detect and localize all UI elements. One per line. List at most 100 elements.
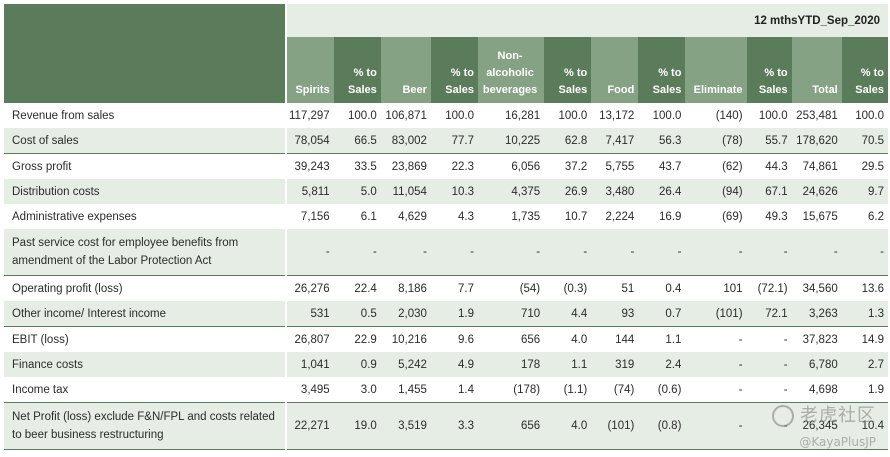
table-cell: 7,156 bbox=[300, 210, 330, 223]
table-cell: 4.3 bbox=[458, 210, 474, 223]
table-cell: 100.0 bbox=[348, 109, 377, 122]
column-header-2: Beer bbox=[380, 37, 431, 103]
table-cell: 19.0 bbox=[333, 402, 381, 450]
table-row: Past service cost for employee benefits … bbox=[4, 229, 888, 276]
column-header-9: % to Sales bbox=[746, 37, 792, 103]
table-cell: 656 bbox=[478, 402, 545, 450]
table-cell: 5,242 bbox=[380, 352, 431, 377]
table-cell: 144 bbox=[591, 326, 639, 352]
table-cell: (69) bbox=[722, 210, 743, 223]
table-cell: 77.7 bbox=[430, 128, 478, 154]
table-row: Cost of sales 78,054 66.5 83,002 77.7 10,225 6… bbox=[4, 128, 888, 154]
table-cell: - bbox=[685, 326, 747, 352]
table-cell: 3,495 bbox=[300, 383, 330, 396]
table-cell: 51 bbox=[591, 275, 639, 301]
table-cell: 5,811 bbox=[286, 179, 334, 204]
table-cell: 49.3 bbox=[765, 210, 788, 223]
table-cell: 0.5 bbox=[333, 301, 381, 327]
table-cell: - bbox=[685, 352, 747, 377]
column-header-8: Eliminate bbox=[685, 37, 747, 103]
table-cell: 0.7 bbox=[638, 301, 686, 327]
table-cell: 22,271 bbox=[286, 402, 334, 450]
table-cell: 11,054 bbox=[380, 179, 431, 204]
table-cell: 3,519 bbox=[380, 402, 431, 450]
table-cell: - bbox=[783, 383, 788, 396]
table-cell: - bbox=[685, 229, 747, 276]
row-label: Distribution costs bbox=[4, 179, 285, 204]
table-cell: 106,871 bbox=[385, 109, 427, 122]
table-cell: (78) bbox=[685, 128, 747, 154]
table-row: Distribution costs 5,811 5.0 11,054 10.3 4,37… bbox=[4, 179, 888, 204]
table-cell: 0.9 bbox=[333, 352, 381, 377]
row-label: Past service cost for employee benefits … bbox=[4, 229, 285, 276]
table-cell: - bbox=[746, 352, 792, 377]
table-cell: 319 bbox=[591, 352, 639, 377]
table-cell: (0.6) bbox=[657, 383, 682, 396]
table-cell: 100.0 bbox=[855, 109, 884, 122]
table-row: Operating profit (loss) 26,276 22.4 8,186 7.… bbox=[4, 275, 888, 301]
table-cell: 39,243 bbox=[286, 153, 334, 179]
table-cell: (72.1) bbox=[746, 275, 792, 301]
table-cell: 3,480 bbox=[591, 179, 639, 204]
table-cell: 5.0 bbox=[333, 179, 381, 204]
table-cell: 100.0 bbox=[652, 109, 682, 122]
table-cell: 26,807 bbox=[286, 326, 334, 352]
table-cell: 70.5 bbox=[841, 128, 888, 154]
table-cell: (0.8) bbox=[638, 402, 686, 450]
table-cell: 9.6 bbox=[430, 326, 478, 352]
table-cell: 93 bbox=[591, 301, 639, 327]
table-cell: 66.5 bbox=[333, 128, 381, 154]
table-cell: 44.3 bbox=[746, 153, 792, 179]
table-cell: 178,620 bbox=[791, 128, 842, 154]
column-header-1: % to Sales bbox=[333, 37, 381, 103]
table-cell: - bbox=[591, 229, 639, 276]
table-cell: - bbox=[746, 402, 792, 450]
table-cell: - bbox=[544, 229, 592, 276]
table-cell: 2,224 bbox=[605, 210, 635, 223]
table-cell: - bbox=[841, 229, 888, 276]
table-cell: (101) bbox=[591, 402, 639, 450]
table-cell: (94) bbox=[685, 179, 747, 204]
table-cell: 178 bbox=[478, 352, 545, 377]
table-body: Revenue from sales 117,297 100.0 106,871 100… bbox=[4, 103, 888, 450]
table-cell: 67.1 bbox=[746, 179, 792, 204]
table-cell: 1,041 bbox=[286, 352, 334, 377]
table-cell: (178) bbox=[513, 383, 541, 396]
column-header-5: % to Sales bbox=[544, 37, 592, 103]
row-label: Net Profit (loss) exclude F&N/FPL and co… bbox=[4, 402, 285, 450]
table-cell: 74,861 bbox=[791, 153, 842, 179]
table-cell: - bbox=[333, 229, 381, 276]
table-cell: 29.5 bbox=[841, 153, 888, 179]
table-cell: 1.3 bbox=[841, 301, 888, 327]
row-label: EBIT (loss) bbox=[4, 326, 285, 352]
table-cell: 6,780 bbox=[791, 352, 842, 377]
table-cell: 22.3 bbox=[430, 153, 478, 179]
table-cell: 72.1 bbox=[746, 301, 792, 327]
table-cell: 2.7 bbox=[841, 352, 888, 377]
table-cell: 101 bbox=[685, 275, 747, 301]
table-row: Income tax 3,495 3.0 1,455 1.4 (178) (1.1) (74)… bbox=[4, 377, 888, 403]
table-cell: 1.1 bbox=[544, 352, 592, 377]
table-cell: - bbox=[746, 326, 792, 352]
table-cell: 16.9 bbox=[659, 210, 682, 223]
table-cell: 6.2 bbox=[868, 210, 884, 223]
table-cell: 100.0 bbox=[558, 109, 588, 122]
column-header-row: Spirits% to Sales Beer% to Sales Non-alcoh… bbox=[4, 37, 888, 103]
table-cell: - bbox=[638, 229, 686, 276]
table-cell: (54) bbox=[478, 275, 545, 301]
table-cell: 22.4 bbox=[333, 275, 381, 301]
table-cell: 10,216 bbox=[380, 326, 431, 352]
table-cell: - bbox=[746, 229, 792, 276]
table-cell: 15,675 bbox=[802, 210, 838, 223]
table-cell: - bbox=[430, 229, 478, 276]
table-cell: 78,054 bbox=[286, 128, 334, 154]
table-cell: 1.4 bbox=[458, 383, 474, 396]
table-cell: 3.3 bbox=[430, 402, 478, 450]
table-cell: 16,281 bbox=[504, 109, 541, 122]
header-corner bbox=[4, 4, 285, 103]
row-label: Revenue from sales bbox=[12, 109, 115, 122]
row-label: Cost of sales bbox=[4, 128, 285, 154]
table-cell: 43.7 bbox=[638, 153, 686, 179]
table-cell: 253,481 bbox=[796, 109, 838, 122]
table-cell: 656 bbox=[478, 326, 545, 352]
